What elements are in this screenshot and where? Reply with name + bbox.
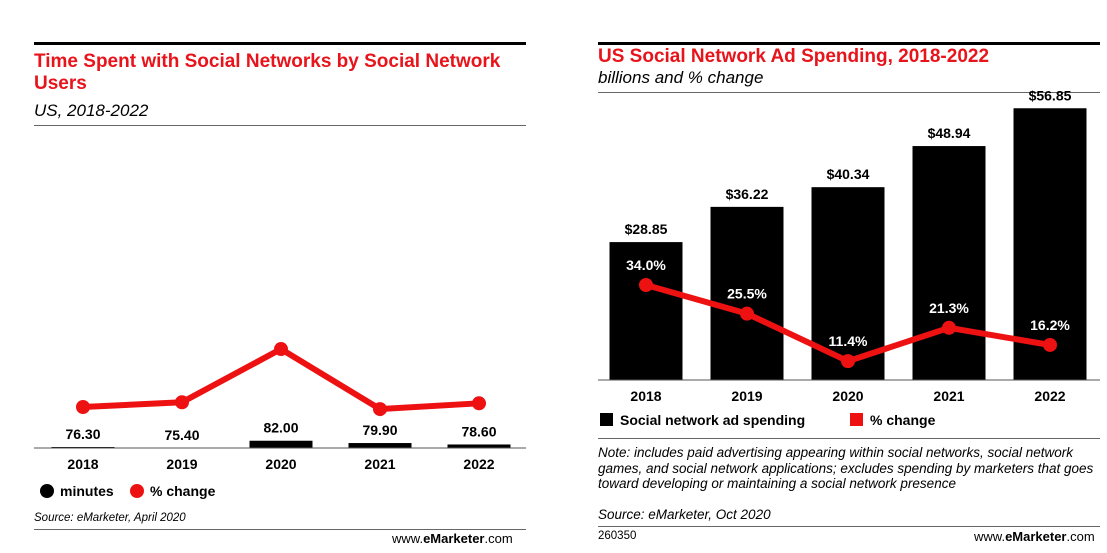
x-tick-label: 2021 — [933, 388, 964, 404]
brand-link[interactable]: www.eMarketer.com — [392, 531, 513, 546]
ad-spending-chart-panel: US Social Network Ad Spending, 2018-2022… — [560, 0, 1107, 553]
document-id: 260350 — [598, 530, 637, 542]
brand-prefix: www. — [392, 531, 424, 546]
footer-rule — [598, 526, 1100, 527]
x-tick-label: 2021 — [364, 456, 395, 472]
change-line — [82, 346, 480, 413]
change-point-2019 — [740, 306, 754, 321]
bar-value-label: $56.85 — [1029, 87, 1072, 103]
subtitle-rule — [598, 92, 1100, 93]
change-value-label: -1.3% — [164, 374, 201, 390]
change-value-label: 11.4% — [829, 333, 868, 349]
top-rule — [34, 42, 526, 45]
bar-2021 — [912, 146, 986, 380]
change-point-2021 — [942, 320, 956, 335]
x-tick-label: 2019 — [166, 456, 197, 472]
footnote: Note: includes paid advertising appearin… — [598, 445, 1094, 491]
bar-value-label: $28.85 — [625, 221, 668, 237]
chart-subtitle: US, 2018-2022 — [34, 101, 149, 120]
bar-2018 — [609, 242, 683, 380]
change-value-label: 34.0% — [626, 257, 666, 273]
legend-swatch-bars — [600, 413, 613, 426]
bar-2019 — [710, 206, 784, 380]
x-tick-label: 2022 — [1034, 388, 1065, 404]
chart-title: Time Spent with Social Networks by Socia… — [34, 51, 501, 94]
bar-value-label: $48.94 — [928, 125, 971, 141]
bar-value-label: $36.22 — [726, 186, 769, 202]
x-tick-label: 2022 — [463, 456, 494, 472]
bar-value-label: 76.30 — [65, 426, 100, 442]
bar-value-label: 82.00 — [263, 420, 298, 436]
chart-subtitle: billions and % change — [598, 68, 764, 87]
subtitle-rule — [34, 125, 526, 126]
x-tick-label: 2018 — [630, 388, 661, 404]
brand-suffix: .com — [484, 531, 513, 546]
change-point-2019 — [175, 395, 189, 410]
change-value-label: 16.2% — [1030, 317, 1070, 333]
bar-value-label: 75.40 — [164, 427, 199, 443]
brand-prefix: www. — [974, 529, 1006, 544]
time-spent-chart: 76.30 2018 75.40 2019 82.00 2020 79.90 2021 78.6… — [34, 321, 526, 499]
legend-label-bars: Social network ad spending — [620, 412, 805, 428]
chart-title: US Social Network Ad Spending, 2018-2022 — [598, 46, 990, 67]
x-tick-label: 2020 — [265, 456, 296, 472]
change-point-2021 — [373, 402, 387, 417]
time-spent-chart-panel: Time Spent with Social Networks by Socia… — [34, 42, 526, 546]
bar-2022 — [1013, 108, 1087, 380]
change-value-label: -2.2% — [65, 379, 102, 395]
legend-swatch-line — [130, 484, 144, 498]
legend-swatch-line — [850, 413, 863, 426]
brand-name: eMarketer — [1005, 529, 1067, 544]
brand-suffix: .com — [1066, 529, 1095, 544]
brand-link[interactable]: www.eMarketer.com — [974, 529, 1095, 544]
x-tick-label: 2019 — [731, 388, 762, 404]
change-value-label: 8.8% — [265, 321, 297, 337]
legend-swatch-bars — [40, 484, 54, 498]
legend-label-bars: minutes — [60, 483, 114, 499]
x-tick-label: 2020 — [832, 388, 863, 404]
bar-2020 — [249, 440, 313, 448]
bar-value-label: 78.60 — [461, 423, 496, 439]
top-rule — [598, 42, 1100, 45]
bar-value-label: $40.34 — [827, 166, 870, 182]
bar-value-label: 79.90 — [362, 422, 397, 438]
legend-label-line: % change — [870, 412, 936, 428]
change-value-label: -2.6% — [362, 381, 399, 397]
change-value-label: -1.5% — [461, 375, 498, 391]
change-point-2020 — [274, 342, 288, 357]
source-note: Source: eMarketer, Oct 2020 — [598, 507, 771, 522]
change-value-label: 25.5% — [727, 286, 767, 302]
source-note: Source: eMarketer, April 2020 — [34, 512, 186, 524]
change-value-label: 21.3% — [929, 300, 969, 316]
ad-spending-chart: $28.85 2018 $36.22 2019 $40.34 2020 $48.94 2021… — [598, 87, 1100, 428]
change-point-2020 — [841, 354, 855, 369]
legend-label-line: % change — [150, 483, 216, 499]
change-point-2018 — [639, 278, 653, 292]
change-point-2022 — [1043, 337, 1057, 352]
footer-rule — [34, 529, 526, 530]
x-tick-label: 2018 — [67, 456, 98, 472]
change-point-2022 — [472, 396, 486, 411]
note-rule — [598, 438, 1100, 439]
bar-2022 — [447, 444, 511, 448]
change-point-2018 — [76, 400, 90, 414]
brand-name: eMarketer — [423, 531, 485, 546]
bar-2021 — [348, 443, 412, 448]
